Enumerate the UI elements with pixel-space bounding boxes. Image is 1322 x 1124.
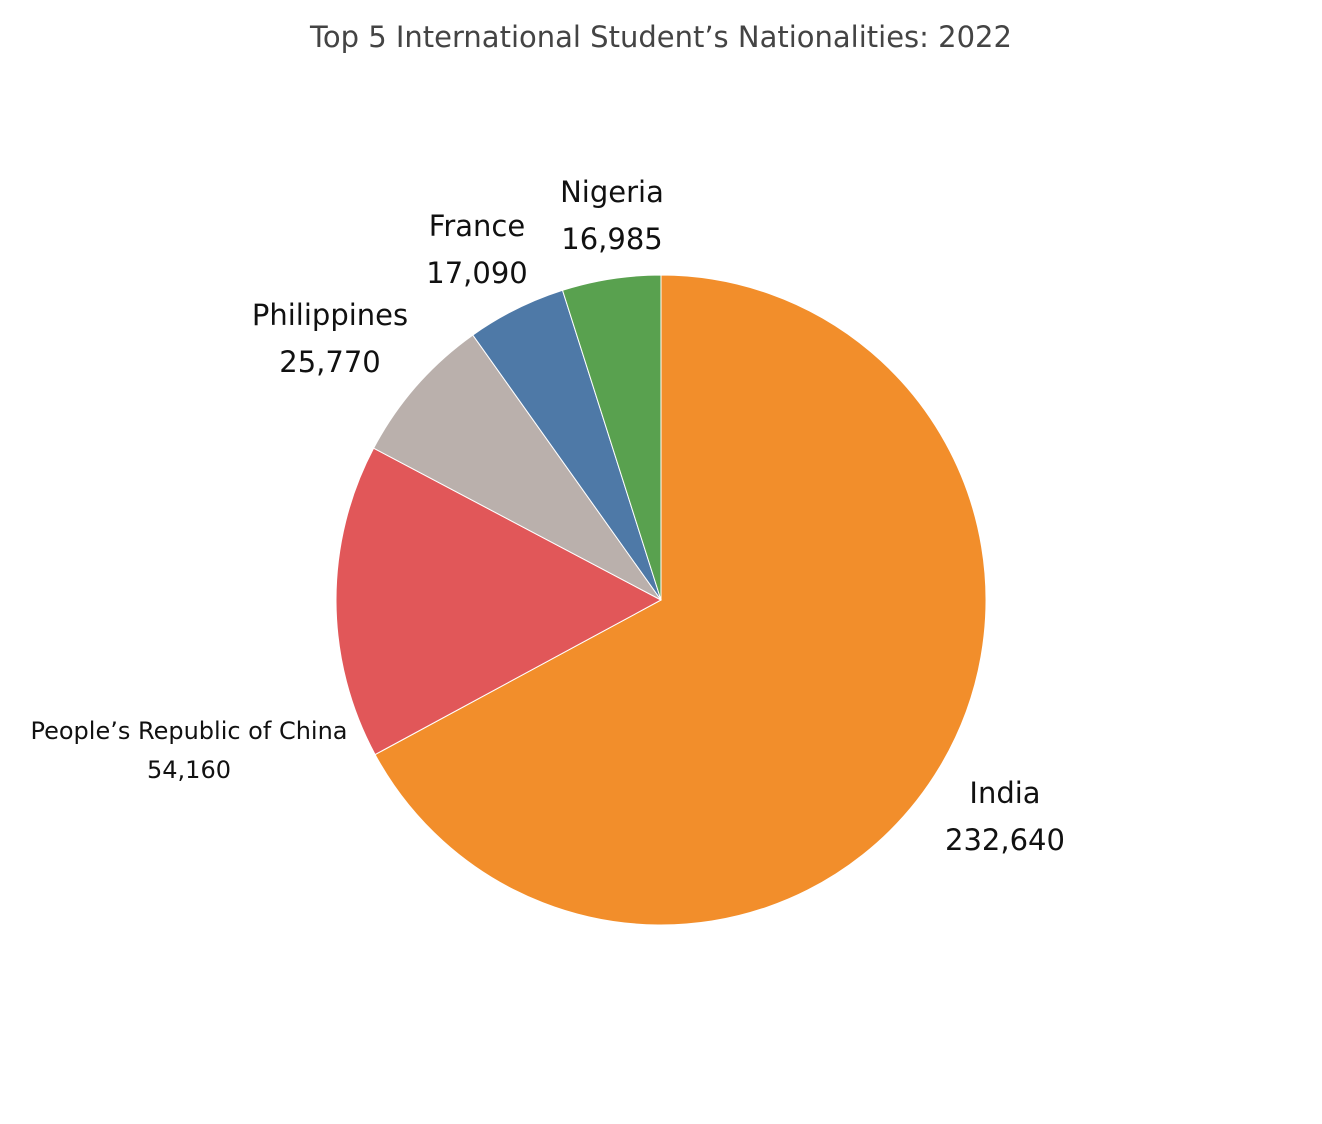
- pie-slice-philippines: [372, 334, 662, 601]
- slice-label-value: 54,160: [147, 756, 231, 784]
- slice-label-value: 232,640: [945, 823, 1065, 857]
- chart-title: Top 5 International Student’s Nationalit…: [309, 20, 1012, 54]
- slice-label-name: People’s Republic of China: [30, 717, 347, 745]
- slice-label-value: 25,770: [279, 345, 380, 379]
- slice-label-value: 17,090: [426, 256, 527, 290]
- slice-label-name: France: [429, 209, 525, 243]
- slice-label-name: India: [969, 776, 1040, 810]
- slice-label-value: 16,985: [561, 222, 662, 256]
- pie-labels: India 232,640 People’s Republic of China 54…: [30, 175, 1064, 857]
- slice-label-name: Nigeria: [560, 175, 664, 209]
- pie-slices: [335, 274, 987, 926]
- pie-slice-nigeria: [561, 274, 662, 601]
- pie-slice-people-s-republic-of-china: [335, 447, 663, 756]
- slice-label-name: Philippines: [252, 298, 408, 332]
- pie-slice-india: [374, 274, 987, 926]
